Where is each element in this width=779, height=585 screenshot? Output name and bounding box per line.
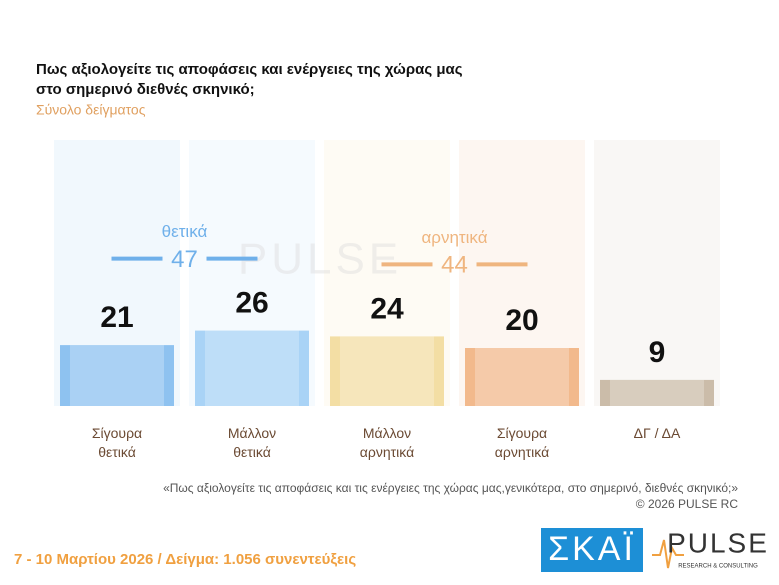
value-label: 20 — [505, 304, 538, 337]
category-label: Μάλλον θετικά — [227, 425, 277, 460]
bar — [600, 379, 714, 406]
bar-shine — [70, 345, 164, 406]
category-label: Σίγουρα αρνητικά — [494, 425, 550, 460]
bar-shine — [475, 348, 569, 406]
value-label: 26 — [235, 287, 268, 320]
column-bg — [594, 140, 720, 406]
watermark: PULSE — [238, 235, 402, 284]
value-label: 9 — [649, 336, 666, 369]
bar-shine — [610, 379, 704, 406]
brand-tagline: RESEARCH & CONSULTING — [678, 564, 758, 570]
copyright: © 2026 PULSE RC — [636, 497, 739, 511]
bar-shine — [205, 330, 299, 406]
bar — [465, 348, 579, 406]
value-label: 21 — [100, 301, 133, 334]
category-label: ΔΓ / ΔΑ — [633, 425, 681, 441]
note: «Πως αξιολογείτε τις αποφάσεις και τις ε… — [163, 481, 738, 495]
bar-shine — [340, 336, 434, 406]
category-label: Μάλλον αρνητικά — [359, 425, 415, 460]
brand-logo-mark — [652, 539, 684, 569]
group-label: θετικά — [162, 222, 208, 241]
title-line: στο σημερινό διεθνές σκηνικό; — [36, 81, 255, 98]
bar — [60, 345, 174, 406]
title-line: Πως αξιολογείτε τις αποφάσεις και ενέργε… — [36, 61, 463, 78]
bar — [195, 330, 309, 406]
footer: 7 - 10 Μαρτίου 2026 / Δείγμα: 1.056 συνε… — [14, 551, 356, 568]
bar — [330, 336, 444, 406]
group-total: 44 — [441, 252, 468, 279]
channel-logo: ΣΚΑΪ — [548, 530, 636, 568]
category-label: Σίγουρα θετικά — [91, 425, 143, 460]
value-label: 24 — [370, 292, 404, 325]
brand-logo: PULSE — [667, 527, 769, 558]
subtitle: Σύνολο δείγματος — [36, 102, 146, 118]
group-total: 47 — [171, 246, 198, 273]
group-label: αρνητικά — [421, 228, 487, 247]
channel-logo-box — [541, 528, 643, 572]
